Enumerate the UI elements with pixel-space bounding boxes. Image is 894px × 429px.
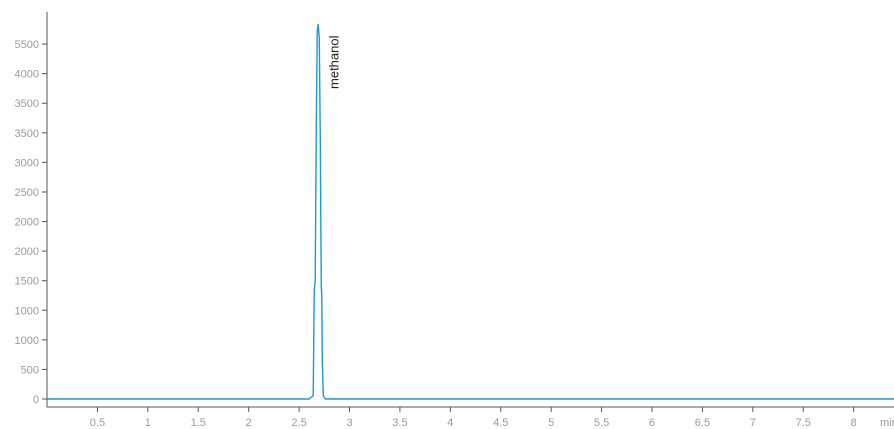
y-tick-label: 1000 [15, 305, 39, 317]
x-tick-label: 5.5 [594, 417, 609, 429]
y-tick-label: 5500 [15, 39, 39, 51]
y-tick-label: 2500 [15, 187, 39, 199]
x-tick-label: 1.5 [191, 417, 206, 429]
y-tick-label: 3000 [15, 157, 39, 169]
x-tick-label: 8 [851, 417, 857, 429]
x-tick-label: 3.5 [392, 417, 407, 429]
x-tick-label: 6.5 [695, 417, 710, 429]
y-tick-label: 3500 [15, 128, 39, 140]
x-tick-label: 2.5 [291, 417, 306, 429]
annotation-layer: methanol [326, 35, 341, 89]
x-tick-label: 7.5 [796, 417, 811, 429]
x-tick-label: 4.5 [493, 417, 508, 429]
x-tick-label: 0.5 [90, 417, 105, 429]
x-axis: 0.5 1 1.5 2 2.5 3 3.5 4 4.5 5 5.5 6 6.5 7 7.5 8 min [47, 406, 894, 429]
series-line [47, 23, 894, 400]
y-tick-label: 0 [33, 394, 39, 406]
y-tick-label: 1000 [15, 335, 39, 347]
y-tick-label: 2000 [15, 246, 39, 258]
y-tick-label: 500 [21, 364, 39, 376]
x-tick-label: 7 [750, 417, 756, 429]
x-tick-label: 4 [447, 417, 453, 429]
x-tick-label: 3 [346, 417, 352, 429]
x-tick-label: 2 [246, 417, 252, 429]
x-tick-label: 1 [145, 417, 151, 429]
y-tick-label: 4000 [15, 69, 39, 81]
y-tick-label: 1500 [15, 276, 39, 288]
y-axis: 0 500 1000 1000 1500 2000 2000 2500 3000 3500 3500… [15, 12, 48, 407]
series-layer [47, 23, 894, 400]
x-unit-label: min [880, 417, 894, 429]
y-tick-label: 2000 [15, 217, 39, 229]
peak-label: methanol [326, 35, 341, 89]
y-tick-label: 3500 [15, 98, 39, 110]
x-tick-label: 5 [548, 417, 554, 429]
x-tick-label: 6 [649, 417, 655, 429]
